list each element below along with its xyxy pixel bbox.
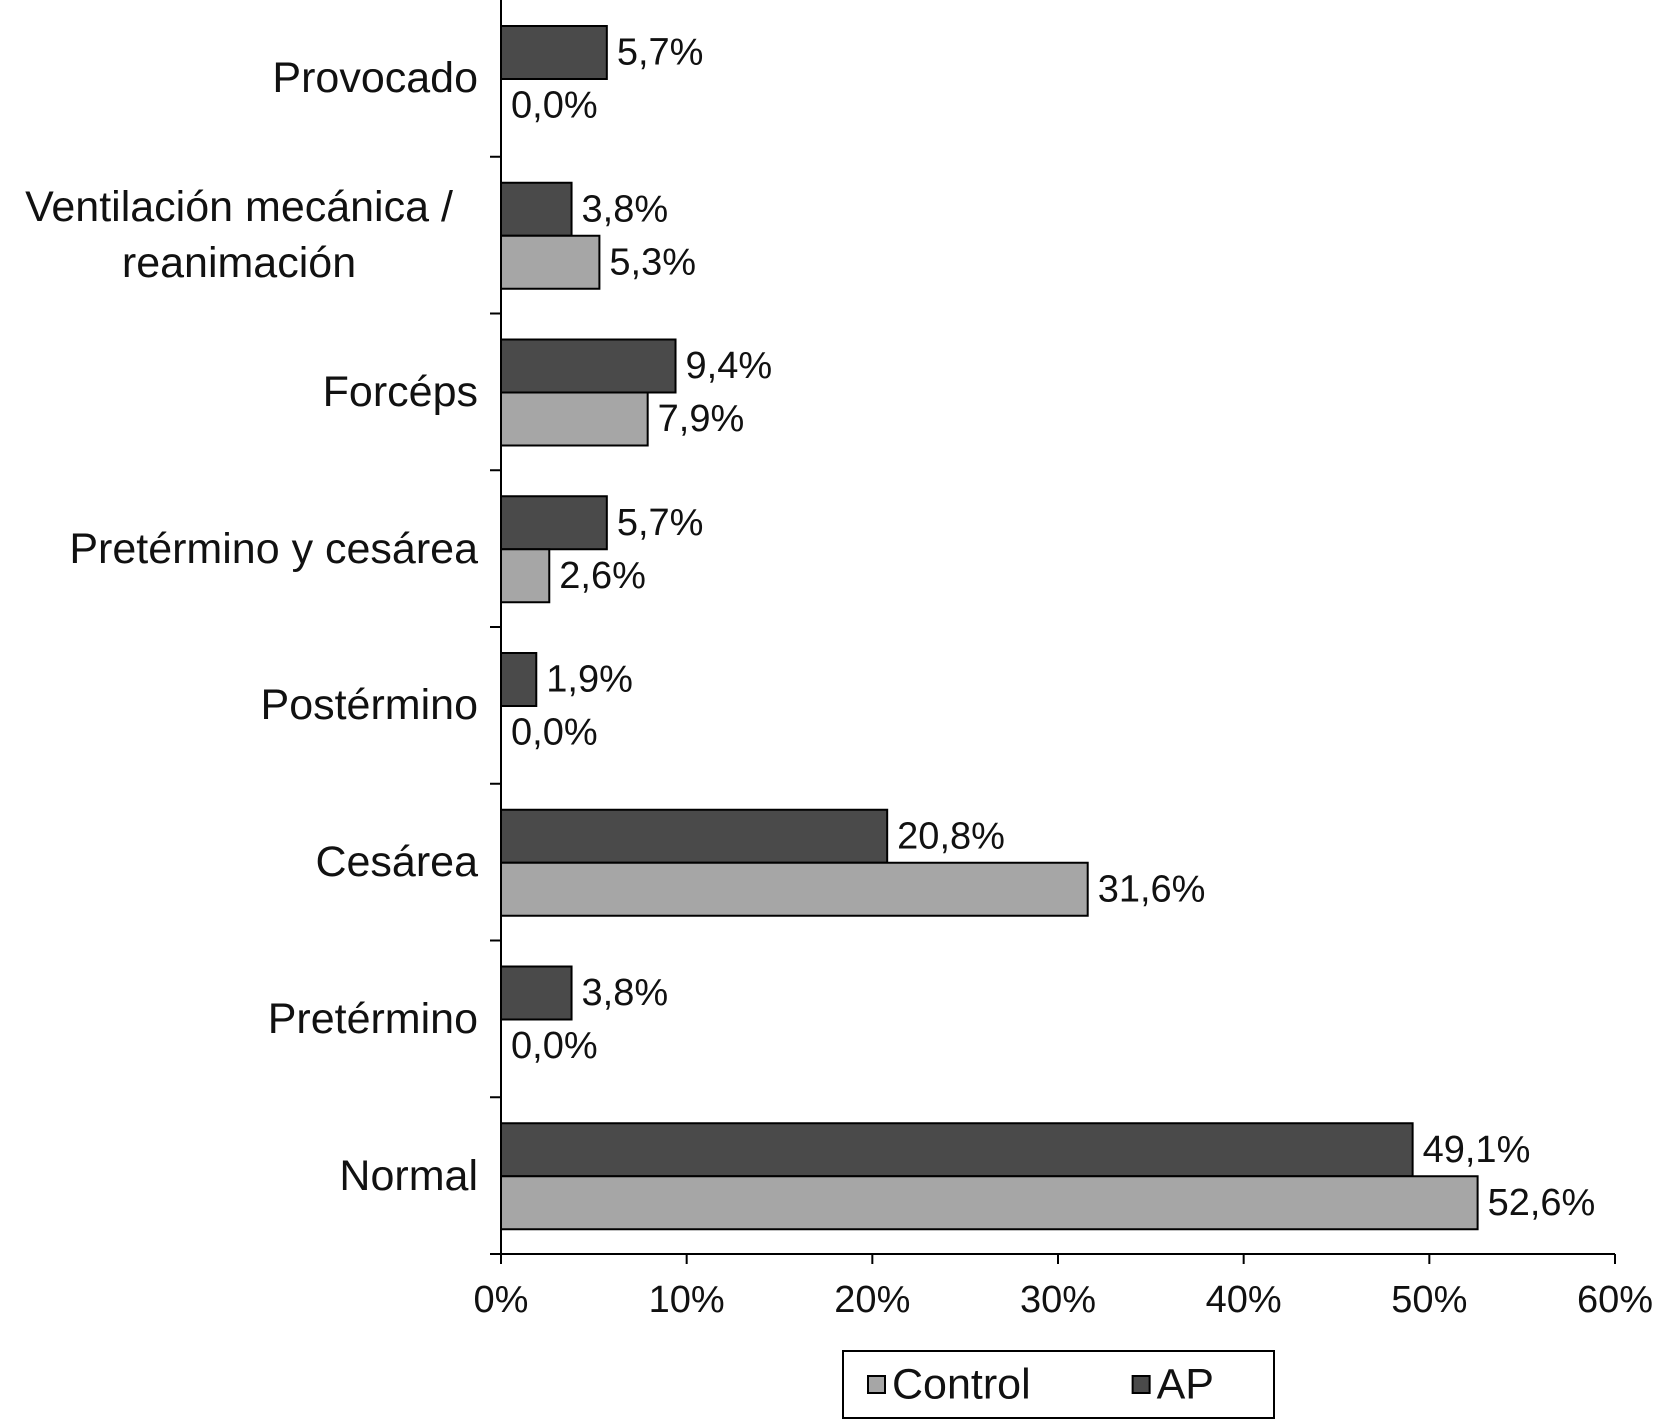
x-tick-label: 20% bbox=[834, 1279, 910, 1321]
bar bbox=[500, 234, 601, 290]
value-label: 1,9% bbox=[546, 659, 633, 701]
x-tick-label: 0% bbox=[474, 1279, 529, 1321]
bar bbox=[500, 391, 649, 447]
legend-label: AP bbox=[1157, 1360, 1214, 1408]
x-tick-label: 10% bbox=[649, 1279, 725, 1321]
y-tick-label: Ventilación mecánica / reanimación bbox=[0, 179, 478, 291]
value-label: 0,0% bbox=[511, 85, 598, 127]
value-label: 5,7% bbox=[617, 502, 704, 544]
category-text: Cesárea bbox=[315, 838, 478, 887]
bar bbox=[500, 1122, 1414, 1178]
category-text: Provocado bbox=[272, 54, 478, 103]
value-label: 3,8% bbox=[582, 188, 669, 230]
value-label: 20,8% bbox=[897, 815, 1005, 857]
y-tick-label: Pretérmino y cesárea bbox=[0, 521, 478, 577]
legend-box bbox=[842, 1350, 1275, 1419]
bar bbox=[500, 652, 538, 707]
bar bbox=[500, 181, 573, 237]
category-text: Normal bbox=[339, 1151, 478, 1200]
bar bbox=[500, 495, 608, 551]
value-label: 9,4% bbox=[686, 345, 773, 387]
legend-swatch bbox=[1131, 1375, 1151, 1394]
x-tick-label: 60% bbox=[1577, 1279, 1653, 1321]
bar bbox=[500, 861, 1089, 917]
value-label: 5,7% bbox=[617, 32, 704, 74]
x-tick-label: 30% bbox=[1020, 1279, 1096, 1321]
value-label: 49,1% bbox=[1423, 1129, 1531, 1171]
bar bbox=[500, 338, 677, 394]
y-tick-label: Provocado bbox=[0, 50, 478, 106]
bar bbox=[500, 25, 608, 80]
y-tick-label: Cesárea bbox=[0, 834, 478, 890]
x-tick-label: 40% bbox=[1206, 1279, 1282, 1321]
y-tick-label: Pretérmino bbox=[0, 991, 478, 1047]
legend-swatch bbox=[867, 1375, 886, 1394]
bar bbox=[500, 1175, 1479, 1231]
value-label: 7,9% bbox=[658, 398, 745, 440]
value-label: 5,3% bbox=[609, 241, 696, 283]
category-text: Postérmino bbox=[260, 681, 478, 730]
value-label: 3,8% bbox=[582, 972, 669, 1014]
value-label: 2,6% bbox=[559, 555, 646, 597]
legend: Control AP bbox=[842, 1350, 1275, 1419]
value-label: 0,0% bbox=[511, 1025, 598, 1067]
x-tick-label: 50% bbox=[1391, 1279, 1467, 1321]
value-label: 31,6% bbox=[1098, 868, 1206, 910]
category-text: Forcéps bbox=[322, 367, 478, 416]
bar bbox=[500, 548, 551, 604]
y-tick-label: Normal bbox=[0, 1148, 478, 1204]
legend-label: Control bbox=[892, 1360, 1031, 1408]
category-text: Pretérmino bbox=[267, 994, 478, 1043]
category-text: Pretérmino y cesárea bbox=[69, 524, 478, 573]
bar bbox=[500, 965, 573, 1021]
bar bbox=[500, 808, 889, 864]
value-label: 0,0% bbox=[511, 712, 598, 754]
value-label: 52,6% bbox=[1488, 1182, 1596, 1224]
y-tick-label: Postérmino bbox=[0, 677, 478, 733]
y-tick-label: Forcéps bbox=[0, 364, 478, 420]
category-text: Ventilación mecánica / reanimación bbox=[25, 183, 453, 288]
